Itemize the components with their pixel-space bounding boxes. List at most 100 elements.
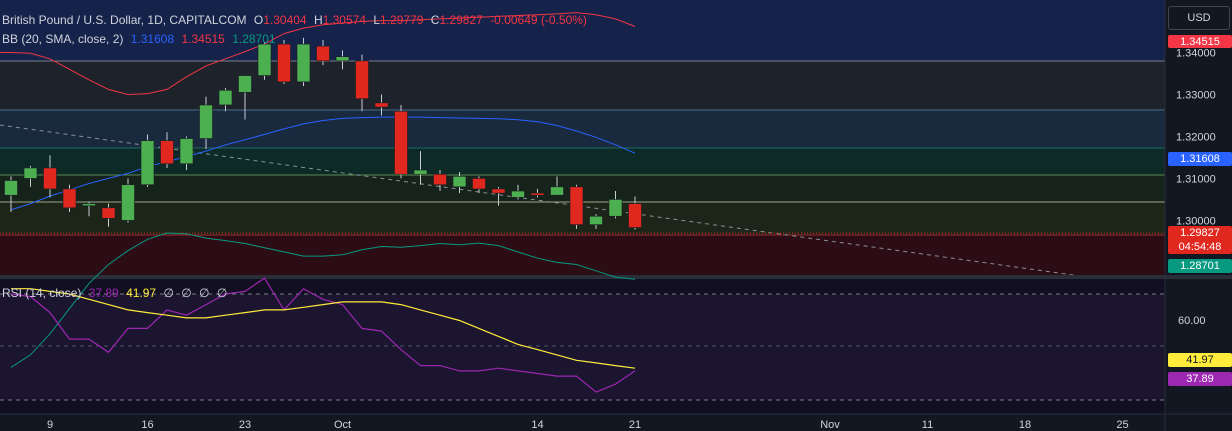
- bollinger-bands: [0, 12, 636, 368]
- candle[interactable]: [101, 203, 116, 227]
- candle-body: [4, 180, 18, 196]
- candle[interactable]: [277, 39, 291, 84]
- candle[interactable]: [140, 134, 155, 187]
- candle-body: [218, 89, 233, 106]
- last-price-tag: 1.29827 04:54:48: [1168, 226, 1232, 254]
- candle-body: [316, 45, 330, 62]
- zone-band-3: [0, 110, 1165, 148]
- candle-body: [374, 102, 389, 108]
- candle[interactable]: [413, 151, 428, 185]
- candle-body: [238, 75, 252, 93]
- bb-upper-line: [10, 12, 636, 96]
- symbol-title[interactable]: British Pound / U.S. Dollar, 1D, CAPITAL…: [2, 13, 247, 27]
- candle[interactable]: [608, 191, 623, 219]
- rsi-tick-60: 60.00: [1178, 315, 1206, 327]
- time-tick-label: 16: [141, 419, 153, 431]
- trend-line[interactable]: [0, 124, 1081, 277]
- bb-lower-value: 1.28701: [232, 32, 276, 46]
- candlestick-series[interactable]: [4, 37, 642, 230]
- rsi-tag: 37.89: [1168, 372, 1232, 386]
- candle-body: [257, 43, 272, 76]
- bb-upper-tag: 1.34515: [1168, 35, 1232, 48]
- candle-body: [82, 203, 96, 207]
- candle[interactable]: [296, 37, 311, 87]
- candle[interactable]: [589, 214, 603, 229]
- time-tick-label: 21: [629, 419, 641, 431]
- candle-body: [199, 104, 213, 139]
- candle[interactable]: [491, 186, 506, 206]
- bb-basis-value: 1.31608: [130, 32, 175, 46]
- candle-body: [277, 43, 291, 83]
- candle[interactable]: [82, 201, 96, 217]
- candle[interactable]: [569, 184, 584, 229]
- candle-body: [608, 199, 623, 217]
- rsi-legend: RSI (14, close) 37.89 41.97 ∅ ∅ ∅ ∅: [2, 286, 231, 300]
- candle-body: [355, 60, 369, 99]
- price-tick-label: 1.30000: [1176, 215, 1216, 227]
- time-tick-label: 18: [1019, 419, 1031, 431]
- candle[interactable]: [257, 41, 272, 80]
- candle-body: [335, 56, 350, 62]
- candle[interactable]: [394, 104, 408, 179]
- candle-body: [140, 140, 155, 186]
- open-label: O1.30404: [253, 13, 307, 27]
- candle-body: [452, 176, 467, 188]
- candle[interactable]: [374, 94, 389, 116]
- time-tick-label: Oct: [334, 419, 351, 431]
- candle[interactable]: [472, 176, 486, 194]
- time-tick-label: 25: [1116, 419, 1128, 431]
- rsi-extra-4: ∅: [216, 286, 228, 300]
- last-price-value: 1.29827: [1180, 227, 1220, 239]
- candle-body: [394, 110, 408, 175]
- candle[interactable]: [316, 39, 330, 66]
- zone-band-1: [0, 0, 1165, 61]
- candle[interactable]: [23, 165, 38, 187]
- candle-body: [472, 178, 486, 190]
- currency-button[interactable]: USD: [1168, 6, 1230, 30]
- rsi-extra-3: ∅: [199, 286, 210, 300]
- candle[interactable]: [335, 50, 350, 70]
- ohlc-legend: British Pound / U.S. Dollar, 1D, CAPITAL…: [2, 13, 591, 27]
- candle-body: [296, 43, 311, 83]
- zone-band-7: [0, 235, 1165, 275]
- rsi-ma-value: 41.97: [126, 286, 157, 300]
- price-axis-ticks: 1.34000 1.33000 1.32000 1.31000 1.30000: [1176, 47, 1216, 227]
- candle-body: [43, 167, 57, 190]
- candle-body: [413, 169, 428, 175]
- candle-body: [569, 186, 584, 225]
- candle[interactable]: [199, 96, 213, 150]
- candle[interactable]: [238, 75, 252, 120]
- rsi-line: [10, 277, 636, 393]
- candle[interactable]: [530, 188, 545, 198]
- candle[interactable]: [511, 184, 525, 200]
- candle[interactable]: [121, 178, 135, 223]
- candle-body: [628, 203, 642, 228]
- candle[interactable]: [452, 172, 467, 194]
- candle-body: [101, 207, 116, 219]
- candle[interactable]: [62, 184, 77, 213]
- price-tick-label: 1.34000: [1176, 47, 1216, 59]
- low-label: L1.29779: [373, 13, 424, 27]
- candle-body: [62, 188, 77, 209]
- candle[interactable]: [355, 54, 369, 112]
- price-tick-label: 1.31000: [1176, 173, 1216, 185]
- candle[interactable]: [160, 132, 174, 168]
- bb-label[interactable]: BB (20, SMA, close, 2): [2, 32, 124, 46]
- rsi-label[interactable]: RSI (14, close): [2, 286, 82, 300]
- candle[interactable]: [433, 170, 447, 192]
- candle[interactable]: [43, 155, 57, 198]
- candle-body: [179, 138, 194, 165]
- candle[interactable]: [550, 176, 564, 196]
- candle-body: [121, 184, 135, 221]
- candle[interactable]: [179, 136, 194, 171]
- rsi-series: [10, 277, 636, 393]
- candle[interactable]: [4, 176, 18, 213]
- change-value: -0.00649 (-0.50%): [490, 13, 587, 27]
- countdown-value: 04:54:48: [1178, 241, 1222, 253]
- candle-body: [160, 140, 174, 165]
- time-axis-ticks: 9 16 23 Oct 14 21 Nov 11 18 25: [47, 419, 1129, 431]
- candle[interactable]: [218, 88, 233, 112]
- candle[interactable]: [628, 196, 642, 230]
